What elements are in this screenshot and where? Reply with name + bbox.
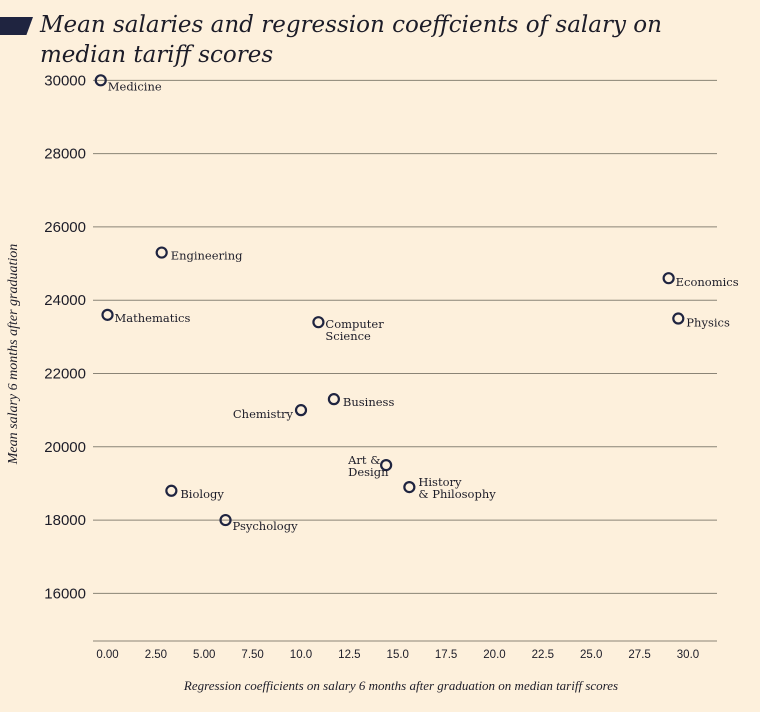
y-tick-label: 26000 xyxy=(44,219,86,236)
point-label: Business xyxy=(343,395,395,409)
scatter-point xyxy=(403,480,416,494)
point-label: Engineering xyxy=(171,249,243,263)
scatter-point xyxy=(380,459,393,472)
point-label: Medicine xyxy=(108,79,162,93)
x-tick-label: 7.50 xyxy=(241,649,263,661)
scatter-point xyxy=(672,312,685,325)
point-label: Computer Science xyxy=(325,317,384,343)
scatter-point xyxy=(101,308,114,321)
x-tick-label: 22.5 xyxy=(532,649,554,661)
y-tick-label: 18000 xyxy=(44,512,86,529)
point-label: History & Philosophy xyxy=(418,475,496,501)
x-tick-label: 12.5 xyxy=(338,649,360,661)
point-label: Psychology xyxy=(233,519,299,533)
scatter-point xyxy=(662,272,675,285)
x-tick-label: 30.0 xyxy=(677,649,699,661)
x-tick-label: 2.50 xyxy=(145,649,167,661)
y-tick-label: 28000 xyxy=(44,146,86,163)
point-label: Physics xyxy=(686,316,730,330)
x-tick-label: 5.00 xyxy=(193,649,215,661)
y-tick-label: 30000 xyxy=(44,72,86,89)
point-label: Art & Design xyxy=(347,453,389,479)
x-axis-label: Regression coefficients on salary 6 mont… xyxy=(183,678,619,693)
x-tick-label: 17.5 xyxy=(435,649,457,661)
scatter-point xyxy=(312,316,325,329)
y-tick-label: 22000 xyxy=(44,365,86,382)
scatter-point xyxy=(294,404,308,417)
scatter-point xyxy=(219,513,232,527)
scatter-point xyxy=(165,484,178,497)
x-tick-label: 15.0 xyxy=(387,649,409,661)
x-tick-label: 25.0 xyxy=(580,649,602,661)
chart-title: Mean salaries and regression coeffcients… xyxy=(40,12,662,68)
scatter-point xyxy=(155,246,168,259)
y-tick-label: 20000 xyxy=(44,439,86,456)
x-tick-label: 10.0 xyxy=(290,649,312,661)
x-tick-label: 27.5 xyxy=(628,649,650,661)
y-tick-label: 16000 xyxy=(44,585,86,602)
point-label: Economics xyxy=(676,275,739,289)
title-flag-marker xyxy=(0,17,33,35)
y-tick-label: 24000 xyxy=(44,292,86,309)
point-label: Mathematics xyxy=(115,311,191,325)
x-tick-label: 20.0 xyxy=(483,649,505,661)
point-label: Biology xyxy=(180,487,224,501)
scatter-point xyxy=(94,74,107,87)
scatter-point xyxy=(327,393,340,406)
point-label: Chemistry xyxy=(233,407,294,421)
x-tick-label: 0.00 xyxy=(96,649,118,661)
